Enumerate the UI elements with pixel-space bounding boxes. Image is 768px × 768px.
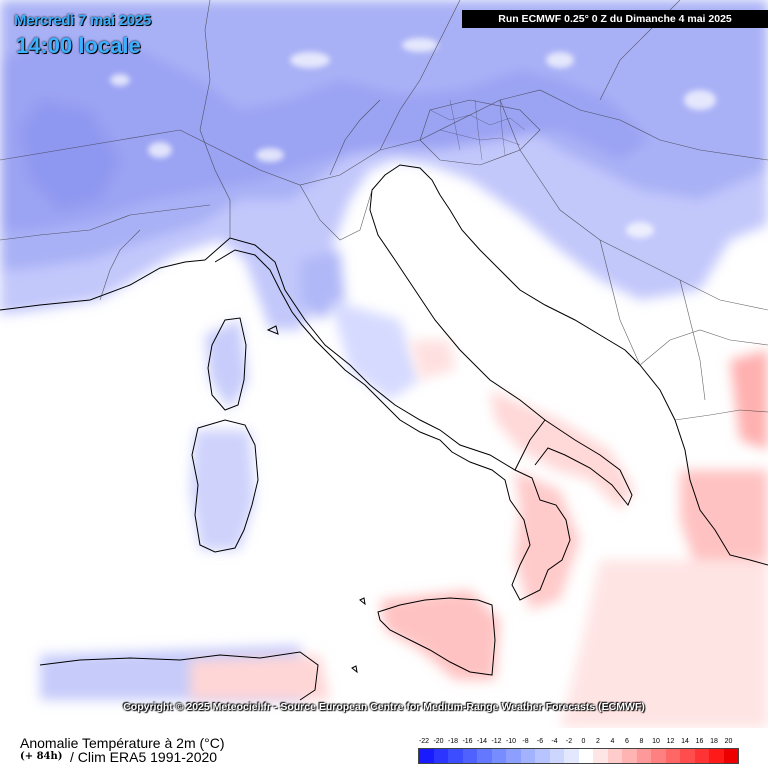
scale-tick-label: -14 bbox=[476, 738, 488, 745]
lead-time: (+ 84h) bbox=[20, 751, 63, 762]
scale-tick-label: 16 bbox=[695, 738, 704, 745]
scale-swatch bbox=[694, 749, 709, 763]
scale-swatch bbox=[491, 749, 506, 763]
coastlines bbox=[0, 164, 768, 701]
scale-swatch bbox=[578, 749, 593, 763]
scale-swatch bbox=[549, 749, 564, 763]
scale-tick-label: 2 bbox=[596, 738, 600, 745]
scale-swatch bbox=[506, 749, 521, 763]
scale-tick-label: -2 bbox=[565, 738, 573, 745]
scale-swatch bbox=[535, 749, 550, 763]
scale-swatch bbox=[723, 749, 738, 763]
scale-tick-label: 6 bbox=[625, 738, 629, 745]
slovenia-detail bbox=[429, 99, 526, 161]
scale-tick-label: 0 bbox=[581, 738, 586, 745]
scale-tick-label: -8 bbox=[522, 738, 529, 745]
map-area bbox=[0, 0, 768, 728]
scale-tick-label: -22 bbox=[418, 738, 430, 745]
scale-swatch bbox=[448, 749, 463, 763]
copyright-notice: Copyright © 2025 Meteociel.fr - Source E… bbox=[123, 701, 645, 713]
scale-tick-label: 12 bbox=[666, 738, 675, 745]
scale-swatch bbox=[709, 749, 724, 763]
climatology-label: / Clim ERA5 1991-2020 bbox=[70, 749, 218, 765]
color-scale-labels: -22 -20 -18 -16 -14 -12 -10 -8 -6 -4 -2 0 2 4 6 8 10 12 14… bbox=[418, 738, 752, 748]
scale-tick-label: -4 bbox=[551, 738, 558, 745]
color-scale-bar bbox=[418, 748, 739, 764]
scale-tick-label: 10 bbox=[652, 738, 660, 745]
scale-tick-label: -18 bbox=[447, 738, 459, 745]
scale-tick-label: -12 bbox=[491, 738, 502, 745]
forecast-date: Mercredi 7 mai 2025 bbox=[14, 12, 151, 29]
scale-swatch bbox=[651, 749, 666, 763]
scale-swatch bbox=[636, 749, 651, 763]
scale-tick-label: -10 bbox=[505, 738, 517, 745]
cold-anomaly-field bbox=[0, 0, 768, 700]
parameter-title: Anomalie Température à 2m (°C) bbox=[20, 735, 225, 751]
scale-swatch bbox=[520, 749, 535, 763]
scale-swatch bbox=[419, 749, 434, 763]
scale-tick-label: 8 bbox=[639, 738, 644, 745]
temperature-anomaly-map bbox=[0, 0, 768, 728]
scale-swatch bbox=[462, 749, 477, 763]
scale-swatch bbox=[593, 749, 608, 763]
scale-swatch bbox=[477, 749, 492, 763]
scale-swatch bbox=[622, 749, 637, 763]
scale-tick-label: -20 bbox=[433, 738, 444, 745]
run-info-banner: Run ECMWF 0.25° 0 Z du Dimanche 4 mai 20… bbox=[462, 10, 768, 28]
scale-tick-label: 20 bbox=[724, 738, 733, 745]
scale-swatch bbox=[564, 749, 579, 763]
scale-tick-label: 18 bbox=[710, 738, 718, 745]
warm-anomaly-field bbox=[190, 340, 768, 728]
scale-tick-label: 4 bbox=[610, 738, 615, 745]
white-speckles bbox=[110, 38, 716, 238]
scale-tick-label: -6 bbox=[536, 738, 544, 745]
scale-swatch bbox=[680, 749, 695, 763]
forecast-time: 14:00 locale bbox=[16, 33, 141, 58]
scale-swatch bbox=[665, 749, 680, 763]
scale-swatch bbox=[433, 749, 448, 763]
scale-tick-label: 14 bbox=[681, 738, 689, 745]
country-borders bbox=[0, 0, 768, 421]
scale-swatch bbox=[607, 749, 622, 763]
scale-tick-label: -16 bbox=[462, 738, 473, 745]
